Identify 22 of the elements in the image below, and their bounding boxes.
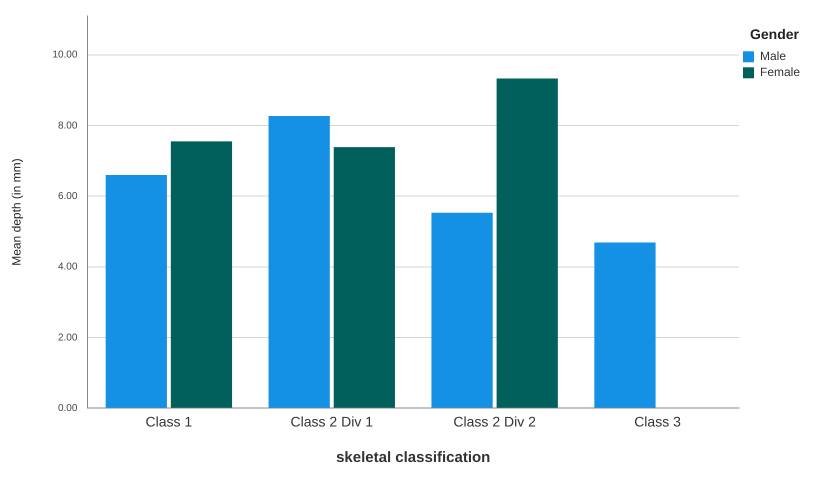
y-axis-title: Mean depth (in mm) bbox=[10, 158, 24, 266]
legend-title: Gender bbox=[750, 26, 800, 42]
bar bbox=[106, 175, 167, 408]
bar bbox=[334, 147, 395, 408]
y-tick-label: 2.00 bbox=[58, 332, 78, 344]
x-tick-label: Class 2 Div 2 bbox=[453, 413, 536, 430]
x-tick-label: Class 2 Div 1 bbox=[290, 413, 374, 430]
legend-label: Female bbox=[760, 65, 800, 80]
bar bbox=[268, 116, 330, 408]
y-tick-label: 6.00 bbox=[58, 190, 78, 202]
bar bbox=[594, 242, 656, 408]
y-tick-label: 8.00 bbox=[58, 120, 78, 132]
x-tick-label: Class 3 bbox=[634, 413, 682, 430]
legend-label: Male bbox=[760, 49, 786, 64]
y-tick-label: 0.00 bbox=[58, 402, 78, 414]
y-tick-label: 10.00 bbox=[52, 50, 78, 61]
x-axis-title: skeletal classification bbox=[336, 449, 490, 466]
bar bbox=[496, 78, 558, 408]
bar bbox=[431, 212, 493, 408]
x-tick-label: Class 1 bbox=[146, 413, 192, 430]
y-tick-label: 4.00 bbox=[58, 262, 78, 273]
bar bbox=[170, 141, 232, 408]
